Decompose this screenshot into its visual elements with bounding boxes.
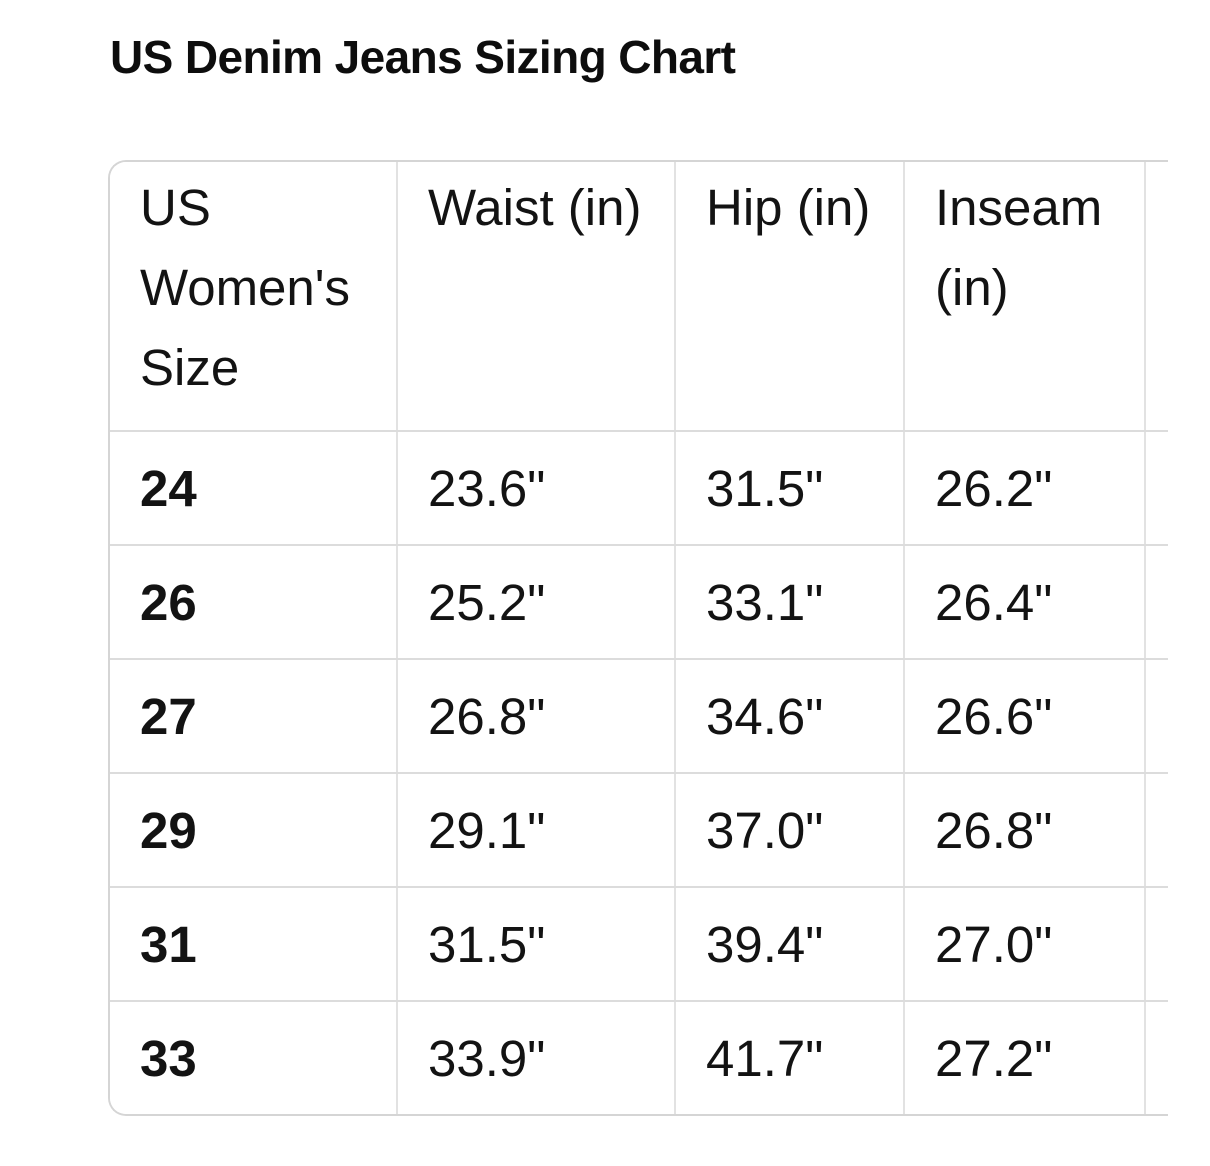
page-title: US Denim Jeans Sizing Chart xyxy=(110,31,736,83)
value-cell: 26.2" xyxy=(904,431,1146,546)
column-header: US Women's Size xyxy=(110,162,398,432)
value-cell: 29.1" xyxy=(397,773,676,888)
clipped-value-cell xyxy=(1145,773,1168,888)
table-row: 29 29.1" 37.0" 26.8" xyxy=(110,773,1168,888)
column-header: Inseam (in) xyxy=(904,162,1146,432)
value-cell: 26.6" xyxy=(904,659,1146,774)
value-cell: 26.4" xyxy=(904,545,1146,660)
sizing-table-container[interactable]: US Women's Size Waist (in) Hip (in) Inseam … xyxy=(108,160,1168,1116)
column-header: Hip (in) xyxy=(675,162,905,432)
value-cell: 23.6" xyxy=(397,431,676,546)
table-row: 33 33.9" 41.7" 27.2" xyxy=(110,1001,1168,1114)
size-cell: 29 xyxy=(110,773,398,888)
value-cell: 41.7" xyxy=(675,1001,905,1114)
size-cell: 27 xyxy=(110,659,398,774)
size-cell: 26 xyxy=(110,545,398,660)
value-cell: 26.8" xyxy=(397,659,676,774)
value-cell: 33.9" xyxy=(397,1001,676,1114)
table-row: 27 26.8" 34.6" 26.6" xyxy=(110,659,1168,774)
value-cell: 34.6" xyxy=(675,659,905,774)
clipped-value-cell xyxy=(1145,887,1168,1002)
value-cell: 37.0" xyxy=(675,773,905,888)
value-cell: 31.5" xyxy=(675,431,905,546)
value-cell: 27.0" xyxy=(904,887,1146,1002)
value-cell: 25.2" xyxy=(397,545,676,660)
size-cell: 33 xyxy=(110,1001,398,1114)
clipped-value-cell xyxy=(1145,659,1168,774)
size-cell: 24 xyxy=(110,431,398,546)
table-row: 31 31.5" 39.4" 27.0" xyxy=(110,887,1168,1002)
clipped-value-cell xyxy=(1145,431,1168,546)
clipped-value-cell xyxy=(1145,1001,1168,1114)
clipped-value-cell xyxy=(1145,545,1168,660)
table-row: 26 25.2" 33.1" 26.4" xyxy=(110,545,1168,660)
value-cell: 27.2" xyxy=(904,1001,1146,1114)
value-cell: 39.4" xyxy=(675,887,905,1002)
value-cell: 33.1" xyxy=(675,545,905,660)
table-row: 24 23.6" 31.5" 26.2" xyxy=(110,431,1168,546)
size-cell: 31 xyxy=(110,887,398,1002)
header-row: US Women's Size Waist (in) Hip (in) Inseam … xyxy=(110,162,1168,432)
column-header: Waist (in) xyxy=(397,162,676,432)
value-cell: 31.5" xyxy=(397,887,676,1002)
value-cell: 26.8" xyxy=(904,773,1146,888)
sizing-table: US Women's Size Waist (in) Hip (in) Inseam … xyxy=(110,162,1168,1114)
clipped-column-header xyxy=(1145,162,1168,432)
